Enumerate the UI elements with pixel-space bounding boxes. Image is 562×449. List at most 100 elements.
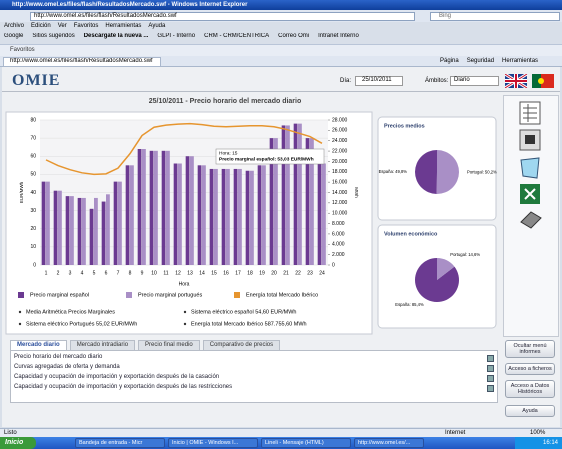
- stat-text: Media Aritmética Precios Marginales: [26, 309, 115, 315]
- x-tick-label: 20: [271, 270, 277, 276]
- favorites[interactable]: Favoritos: [10, 47, 35, 53]
- toolbar-item[interactable]: Sitios sugeridos: [32, 33, 75, 39]
- report-row[interactable]: Precio horario del mercado diario: [11, 354, 497, 364]
- menu-item[interactable]: Ver: [57, 23, 67, 29]
- report-icon[interactable]: [487, 365, 494, 372]
- favorites-bar: Favoritos: [0, 44, 562, 56]
- y2-tick-label: 16.000: [332, 179, 348, 185]
- price-bar: [58, 190, 62, 265]
- command[interactable]: Página: [440, 58, 459, 64]
- task-button[interactable]: Lineli - Mensaje (HTML): [261, 438, 351, 448]
- tooltip-box: [215, 148, 325, 165]
- report-tab[interactable]: Mercado intradiario: [69, 340, 136, 351]
- price-bar: [214, 168, 218, 265]
- toolbar-item[interactable]: GLPI - Interno: [157, 33, 196, 39]
- logo: OMIE: [12, 72, 61, 89]
- taskbar: Inicio Bandeja de entrada - Micr Inicio |…: [0, 437, 562, 449]
- action-button[interactable]: Acceso a Datos Históricos: [505, 380, 555, 398]
- pie-slice: [414, 150, 437, 194]
- doc-icon[interactable]: [520, 157, 540, 179]
- report-link[interactable]: Capacidad y ocupación de importación y e…: [14, 374, 220, 380]
- search-box[interactable]: Bing: [430, 12, 560, 21]
- x-tick-label: 8: [129, 270, 132, 276]
- price-bar: [293, 123, 298, 265]
- price-bar: [185, 156, 190, 265]
- menu-item[interactable]: Archivo: [4, 23, 25, 29]
- report-row[interactable]: Curvas agregadas de oferta y demanda: [11, 364, 497, 374]
- price-bar: [166, 150, 170, 265]
- day: 25/10/2011: [362, 77, 392, 83]
- y2-tick-label: 8.000: [332, 221, 345, 227]
- menu-item[interactable]: Ayuda: [148, 23, 166, 29]
- price-bar: [82, 197, 86, 265]
- command[interactable]: Herramientas: [502, 58, 539, 64]
- toolbar-item[interactable]: Google: [4, 33, 24, 39]
- window-title: http://www.omel.es/files/flash/Resultado…: [12, 2, 248, 8]
- x-tick-label: 22: [295, 270, 301, 276]
- toolbar-item[interactable]: Descárgate la nueva ...: [83, 33, 149, 39]
- report-link[interactable]: Precio horario del mercado diario: [14, 354, 103, 360]
- report-row[interactable]: Capacidad y ocupación de importación y e…: [11, 374, 497, 384]
- task-button[interactable]: Inicio | OMIE - Windows I...: [168, 438, 258, 448]
- price-bar: [286, 125, 290, 265]
- export-icon[interactable]: [520, 211, 542, 229]
- pie-title: Precios medios: [384, 123, 425, 129]
- price-bar: [245, 170, 250, 265]
- address-bar[interactable]: http://www.omel.es/files/flash/Resultado…: [30, 12, 415, 21]
- report-tab[interactable]: Precio final medio: [138, 340, 200, 351]
- x-tick-label: 10: [151, 270, 157, 276]
- action-button[interactable]: Ocultar menú informes: [505, 340, 555, 358]
- y2-tick-label: 20.000: [332, 159, 348, 165]
- task-button[interactable]: http://www.omel.es/...: [354, 438, 424, 448]
- tooltip-text: Precio marginal español: 53,03 EUR/MWh: [219, 156, 314, 162]
- y-tick-label: 20: [30, 226, 36, 232]
- price-bar: [53, 190, 58, 265]
- pt-flag[interactable]: [532, 74, 541, 88]
- menu-item[interactable]: Favoritos: [73, 23, 99, 29]
- start-button[interactable]: Inicio: [0, 437, 36, 449]
- status: Listo: [4, 430, 17, 436]
- x-axis-label: Hora: [179, 281, 190, 287]
- report-link[interactable]: Curvas agregadas de oferta y demanda: [14, 364, 120, 370]
- price-bar: [113, 181, 118, 265]
- price-bar: [317, 163, 322, 265]
- toolbar-item[interactable]: Intranet Interno: [318, 33, 359, 39]
- action-button[interactable]: Ayuda: [505, 405, 555, 417]
- x-tick-label: 24: [319, 270, 325, 276]
- price-bar: [178, 163, 182, 265]
- menu-item[interactable]: Herramientas: [105, 23, 142, 29]
- report-icon[interactable]: [487, 385, 494, 392]
- task-button[interactable]: Bandeja de entrada - Micr: [75, 438, 165, 448]
- toolbar-item[interactable]: CRM - CRM/CENTRICA: [204, 33, 270, 39]
- day-input[interactable]: 25/10/2011: [355, 76, 403, 86]
- command[interactable]: Seguridad: [466, 58, 495, 64]
- y-tick-label: 80: [30, 117, 36, 123]
- report-icon[interactable]: [487, 375, 494, 382]
- report-tab[interactable]: Comparativo de precios: [202, 340, 281, 351]
- menu-item[interactable]: Edición: [31, 23, 51, 29]
- y2-tick-label: 22.000: [332, 148, 348, 154]
- zoom[interactable]: 100%: [530, 430, 546, 436]
- price-bar: [226, 168, 230, 265]
- browser-tab[interactable]: http://www.omel.es/files/flash/Resultado…: [3, 57, 161, 67]
- y2-axis-label: MWh: [354, 187, 359, 198]
- x-tick-label: 18: [247, 270, 253, 276]
- x-tick-label: 5: [93, 270, 96, 276]
- price-bar: [221, 168, 226, 265]
- toolbar-item[interactable]: Correo Omi: [278, 33, 310, 39]
- scope-select[interactable]: Diario: [450, 76, 499, 86]
- report-icon[interactable]: [487, 355, 494, 362]
- price-bar: [233, 168, 238, 265]
- legend-swatch: [126, 292, 132, 298]
- y2-tick-label: 14.000: [332, 190, 348, 196]
- report-row[interactable]: Capacidad y ocupación de importación y e…: [11, 384, 497, 394]
- legend-label: Precio marginal español: [30, 292, 89, 298]
- price-bar: [154, 150, 158, 265]
- price-bar: [310, 138, 314, 265]
- report-tab[interactable]: Mercado diario: [10, 340, 67, 351]
- scope: Diario: [454, 77, 470, 83]
- y2-tick-label: 12.000: [332, 200, 348, 206]
- report-list: Precio horario del mercado diario Curvas …: [10, 350, 498, 403]
- action-button[interactable]: Acceso a ficheros: [505, 363, 555, 375]
- report-link[interactable]: Capacidad y ocupación de importación y e…: [14, 384, 233, 390]
